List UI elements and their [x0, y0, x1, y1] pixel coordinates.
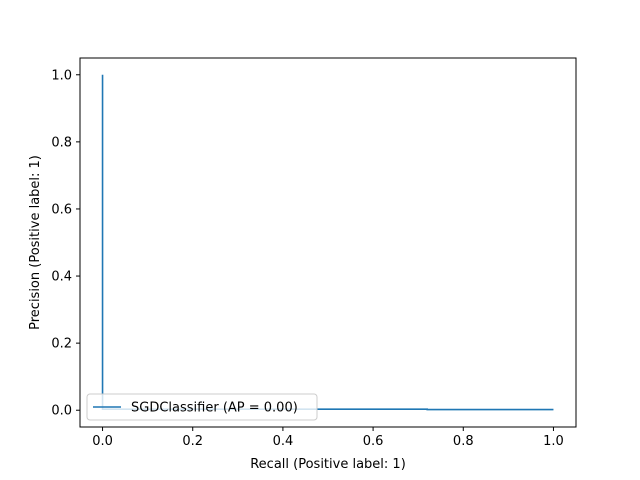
x-axis-ticks: 0.0 0.2 0.4 0.6 0.8 1.0: [92, 427, 564, 449]
legend-box: [86, 393, 318, 421]
y-axis-label: Precision (Positive label: 1): [28, 155, 43, 330]
x-tick-label: 0.8: [453, 434, 474, 449]
y-axis-ticks: 0.0 0.2 0.4 0.6 0.8 1.0: [51, 68, 80, 419]
legend: SGDClassifier (AP = 0.00): [86, 393, 318, 421]
y-tick-label: 0.0: [51, 404, 72, 419]
y-tick-label: 0.8: [51, 135, 72, 150]
x-tick-label: 1.0: [543, 434, 564, 449]
x-tick-label: 0.4: [273, 434, 294, 449]
legend-label: SGDClassifier (AP = 0.00): [131, 401, 298, 416]
axes-frame: [79, 57, 577, 428]
y-tick-label: 0.6: [51, 202, 72, 217]
x-tick-label: 0.6: [363, 434, 384, 449]
x-tick-label: 0.2: [182, 434, 203, 449]
y-tick-label: 0.4: [51, 270, 72, 285]
y-tick-label: 0.2: [51, 337, 72, 352]
x-tick-label: 0.0: [92, 434, 113, 449]
y-tick-label: 1.0: [51, 68, 72, 83]
x-axis-label: Recall (Positive label: 1): [250, 457, 406, 472]
